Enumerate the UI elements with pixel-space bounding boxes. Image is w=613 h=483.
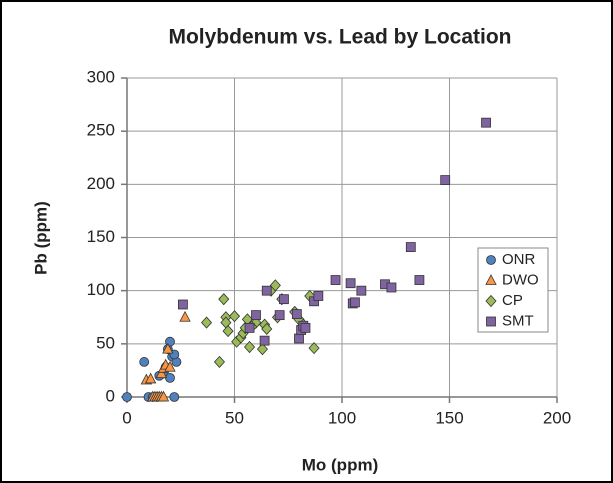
point — [164, 360, 176, 372]
point — [155, 367, 168, 379]
point — [201, 316, 213, 329]
point — [308, 341, 320, 355]
point — [139, 357, 150, 367]
x-tick-label: 150 — [435, 408, 463, 427]
point — [259, 335, 270, 346]
y-tick-label: 150 — [87, 227, 115, 246]
point — [405, 242, 416, 252]
point — [386, 282, 397, 293]
point — [300, 322, 311, 333]
point — [169, 392, 180, 402]
y-tick-label: 300 — [87, 67, 115, 86]
x-tick-label: 200 — [543, 408, 571, 427]
point — [330, 275, 341, 285]
x-tick-label: 50 — [225, 408, 244, 427]
x-tick-label: 100 — [328, 408, 356, 427]
point — [251, 310, 261, 321]
point — [218, 293, 230, 306]
point — [261, 322, 273, 336]
y-tick-label: 50 — [96, 333, 115, 352]
point — [256, 343, 268, 356]
point — [144, 372, 157, 384]
point — [349, 297, 360, 308]
legend-label: DWO — [502, 271, 539, 288]
point — [345, 278, 356, 289]
point — [269, 279, 281, 292]
point — [244, 340, 256, 354]
chart-title: Molybdenum vs. Lead by Location — [168, 26, 511, 49]
point — [440, 175, 451, 185]
point — [414, 275, 425, 285]
point — [122, 392, 132, 402]
point — [244, 322, 255, 333]
y-tick-label: 250 — [87, 121, 115, 140]
y-tick-label: 200 — [87, 174, 115, 193]
point — [213, 355, 225, 369]
point — [294, 333, 304, 344]
y-axis-label: Pb (ppm) — [31, 201, 50, 275]
point — [222, 324, 234, 338]
legend-label: SMT — [502, 312, 534, 329]
y-tick-label: 100 — [87, 280, 115, 299]
point — [274, 310, 285, 321]
point — [279, 294, 289, 305]
point — [179, 310, 191, 322]
point — [291, 309, 302, 319]
y-tick-label: 0 — [106, 386, 115, 405]
point — [228, 310, 241, 323]
legend-label: ONR — [502, 251, 536, 268]
x-tick-label: 0 — [122, 408, 131, 427]
point — [162, 342, 174, 354]
x-axis-label: Mo (ppm) — [302, 455, 378, 474]
point — [261, 285, 272, 296]
legend-marker — [485, 274, 497, 285]
legend-marker — [486, 255, 496, 265]
point — [313, 291, 324, 301]
point — [157, 390, 170, 402]
legend-label: CP — [502, 292, 523, 309]
point — [356, 285, 367, 296]
point — [481, 117, 491, 128]
legend-marker — [485, 294, 497, 308]
point — [177, 299, 188, 310]
legend-marker — [486, 316, 496, 327]
